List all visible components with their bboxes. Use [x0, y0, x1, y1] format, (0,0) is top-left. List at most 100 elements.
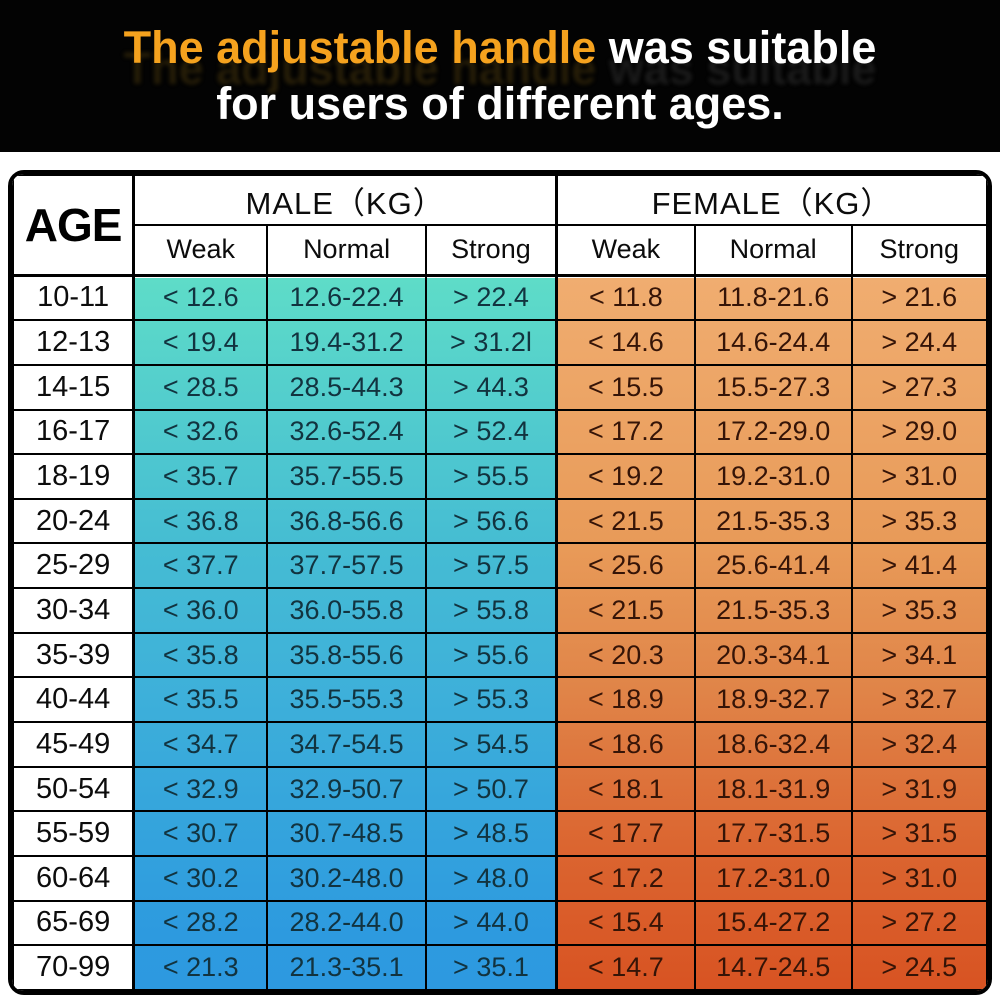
male-normal-cell: 30.7-48.5: [266, 810, 427, 857]
male-group-header: MALE（KG）: [132, 174, 558, 226]
female-strong-cell: > 34.1: [850, 631, 988, 679]
male-normal-cell: 32.9-50.7: [266, 765, 427, 813]
female-strong-cell: > 35.3: [850, 497, 988, 545]
male-normal-cell: 37.7-57.5: [266, 542, 427, 590]
female-normal-cell: 14.7-24.5: [693, 944, 853, 991]
age-cell: 50-54: [12, 765, 135, 813]
table-row: 50-54 < 32.9 32.9-50.7 > 50.7 < 18.1 18.…: [12, 765, 988, 813]
female-strong-cell: > 27.3: [850, 363, 988, 411]
male-normal-cell: 28.2-44.0: [266, 899, 427, 947]
female-weak-cell: < 14.6: [554, 319, 696, 366]
title-highlight: The adjustable handle: [123, 21, 597, 73]
strength-table: AGE MALE（KG） FEMALE（KG） Weak Normal Stro…: [12, 174, 988, 991]
female-normal-cell: 18.1-31.9: [693, 765, 853, 813]
male-strong-cell: > 44.3: [424, 363, 558, 411]
female-strong-cell: > 27.2: [850, 899, 988, 947]
age-cell: 35-39: [12, 631, 135, 679]
age-cell: 25-29: [12, 542, 135, 590]
male-strong-cell: > 50.7: [424, 765, 558, 813]
female-normal-cell: 25.6-41.4: [693, 542, 853, 590]
male-normal-cell: 30.2-48.0: [266, 854, 427, 902]
male-normal-cell: 35.7-55.5: [266, 453, 427, 500]
table-row: 70-99 < 21.3 21.3-35.1 > 35.1 < 14.7 14.…: [12, 944, 988, 991]
female-strong-cell: > 21.6: [850, 273, 988, 322]
title-band: The adjustable handle was suitable for u…: [0, 0, 1000, 152]
female-weak-cell: < 17.2: [554, 854, 696, 902]
age-cell: 45-49: [12, 721, 135, 768]
female-weak-cell: < 15.4: [554, 899, 696, 947]
male-normal-header: Normal: [266, 224, 427, 276]
female-weak-cell: < 17.2: [554, 408, 696, 456]
female-strong-header: Strong: [850, 224, 988, 276]
male-strong-cell: > 55.3: [424, 676, 558, 724]
female-normal-cell: 21.5-35.3: [693, 497, 853, 545]
female-weak-cell: < 18.6: [554, 721, 696, 768]
female-strong-cell: > 31.5: [850, 810, 988, 857]
table-row: 18-19 < 35.7 35.7-55.5 > 55.5 < 19.2 19.…: [12, 453, 988, 500]
female-weak-cell: < 17.7: [554, 810, 696, 857]
page-title-line2: for users of different ages.: [216, 78, 784, 129]
age-cell: 16-17: [12, 408, 135, 456]
male-normal-cell: 19.4-31.2: [266, 319, 427, 366]
male-normal-cell: 21.3-35.1: [266, 944, 427, 991]
male-weak-cell: < 36.8: [132, 497, 269, 545]
male-weak-cell: < 32.6: [132, 408, 269, 456]
male-weak-cell: < 28.2: [132, 899, 269, 947]
female-normal-cell: 17.2-31.0: [693, 854, 853, 902]
age-cell: 12-13: [12, 319, 135, 366]
male-strong-cell: > 44.0: [424, 899, 558, 947]
female-strong-cell: > 32.4: [850, 721, 988, 768]
female-weak-cell: < 25.6: [554, 542, 696, 590]
table-row: 10-11 < 12.6 12.6-22.4 > 22.4 < 11.8 11.…: [12, 273, 988, 322]
male-strong-cell: > 55.6: [424, 631, 558, 679]
male-weak-cell: < 12.6: [132, 273, 269, 322]
female-weak-cell: < 14.7: [554, 944, 696, 991]
female-normal-cell: 18.9-32.7: [693, 676, 853, 724]
male-normal-cell: 36.8-56.6: [266, 497, 427, 545]
male-weak-header: Weak: [132, 224, 269, 276]
female-normal-cell: 21.5-35.3: [693, 587, 853, 634]
male-strong-cell: > 48.0: [424, 854, 558, 902]
table-row: 60-64 < 30.2 30.2-48.0 > 48.0 < 17.2 17.…: [12, 854, 988, 902]
male-weak-cell: < 36.0: [132, 587, 269, 634]
male-weak-cell: < 35.7: [132, 453, 269, 500]
male-weak-cell: < 30.7: [132, 810, 269, 857]
age-cell: 60-64: [12, 854, 135, 902]
male-strong-cell: > 55.5: [424, 453, 558, 500]
female-normal-cell: 15.4-27.2: [693, 899, 853, 947]
male-weak-cell: < 35.5: [132, 676, 269, 724]
female-normal-cell: 17.7-31.5: [693, 810, 853, 857]
female-strong-cell: > 24.5: [850, 944, 988, 991]
female-strong-cell: > 31.0: [850, 854, 988, 902]
female-group-header: FEMALE（KG）: [554, 174, 988, 226]
female-weak-cell: < 20.3: [554, 631, 696, 679]
table-row: 30-34 < 36.0 36.0-55.8 > 55.8 < 21.5 21.…: [12, 587, 988, 634]
female-normal-cell: 19.2-31.0: [693, 453, 853, 500]
male-normal-cell: 36.0-55.8: [266, 587, 427, 634]
age-cell: 65-69: [12, 899, 135, 947]
male-strong-cell: > 48.5: [424, 810, 558, 857]
age-cell: 20-24: [12, 497, 135, 545]
male-weak-cell: < 19.4: [132, 319, 269, 366]
age-cell: 70-99: [12, 944, 135, 991]
table-row: 20-24 < 36.8 36.8-56.6 > 56.6 < 21.5 21.…: [12, 497, 988, 545]
table-row: 14-15 < 28.5 28.5-44.3 > 44.3 < 15.5 15.…: [12, 363, 988, 411]
female-weak-cell: < 21.5: [554, 587, 696, 634]
table-row: 45-49 < 34.7 34.7-54.5 > 54.5 < 18.6 18.…: [12, 721, 988, 768]
male-normal-cell: 28.5-44.3: [266, 363, 427, 411]
male-weak-cell: < 30.2: [132, 854, 269, 902]
age-column-header: AGE: [12, 174, 135, 276]
female-strong-cell: > 29.0: [850, 408, 988, 456]
female-weak-cell: < 21.5: [554, 497, 696, 545]
age-cell: 14-15: [12, 363, 135, 411]
age-cell: 18-19: [12, 453, 135, 500]
age-cell: 10-11: [12, 273, 135, 322]
female-weak-cell: < 15.5: [554, 363, 696, 411]
female-normal-header: Normal: [693, 224, 853, 276]
female-normal-cell: 17.2-29.0: [693, 408, 853, 456]
male-strong-header: Strong: [424, 224, 558, 276]
male-strong-cell: > 57.5: [424, 542, 558, 590]
male-strong-cell: > 35.1: [424, 944, 558, 991]
table-header-row-groups: AGE MALE（KG） FEMALE（KG）: [12, 174, 988, 276]
table-row: 16-17 < 32.6 32.6-52.4 > 52.4 < 17.2 17.…: [12, 408, 988, 456]
